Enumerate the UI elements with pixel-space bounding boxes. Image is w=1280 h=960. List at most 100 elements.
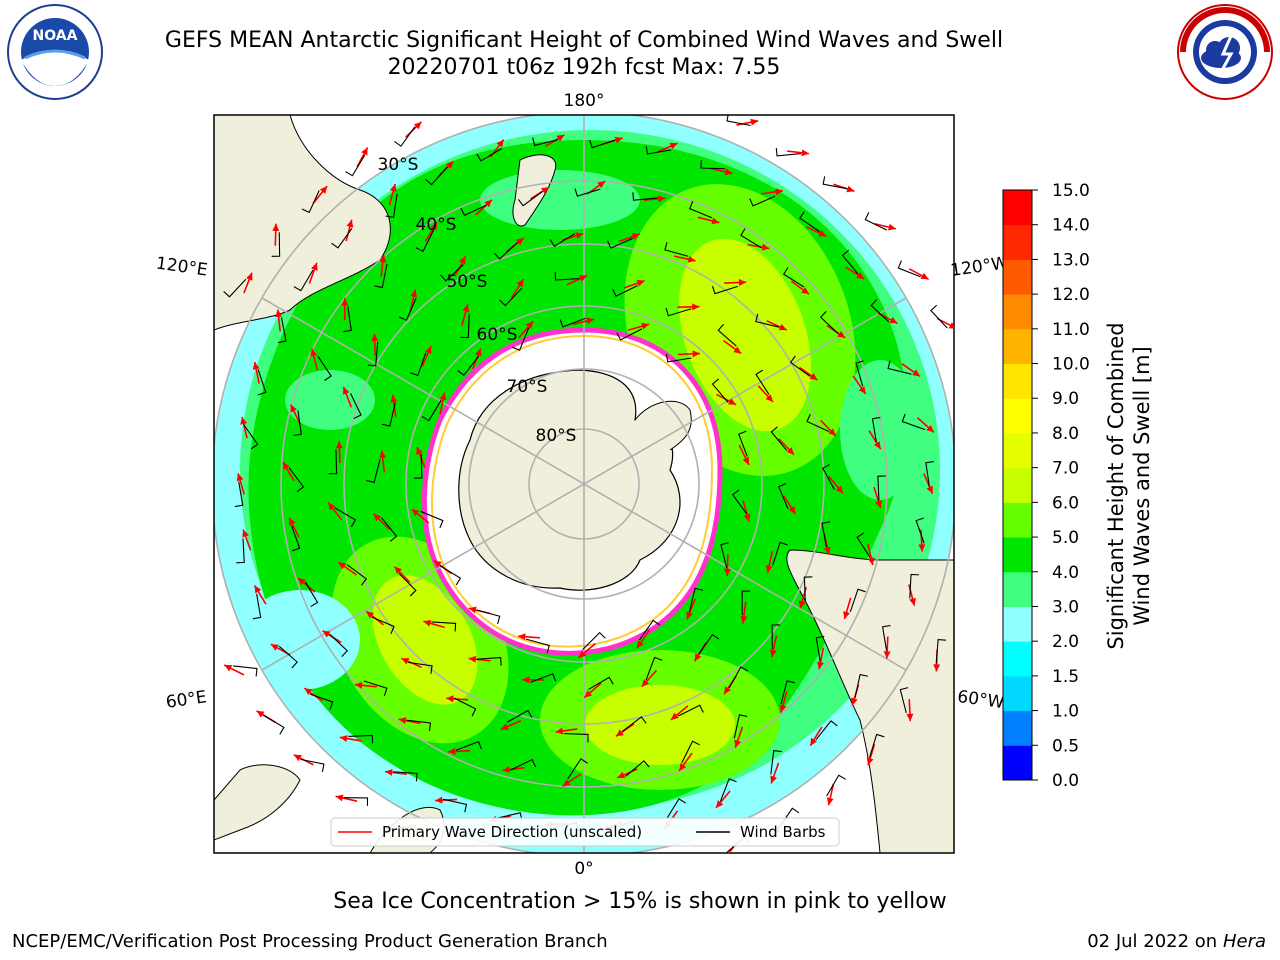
wave-arrow-head xyxy=(394,566,402,575)
wave-arrow-head xyxy=(867,557,875,566)
wave-arrow-head xyxy=(575,232,584,240)
noaa-logo-text: NOAA xyxy=(33,28,78,44)
wind-barb xyxy=(589,139,616,149)
wind-barb xyxy=(616,328,643,341)
lat-label-40s: 40°S xyxy=(416,215,457,235)
wind-barb xyxy=(855,360,864,387)
wind-barb xyxy=(476,609,501,625)
wave-arrow-head xyxy=(342,386,350,395)
wave-arrow-head xyxy=(687,255,696,263)
colorbar-tick-label: 7.0 xyxy=(1052,459,1079,479)
wave-arrow-head xyxy=(410,289,418,298)
wave-arrow-head xyxy=(694,653,702,662)
wind-barb xyxy=(476,148,502,162)
wave-arrow-head xyxy=(389,183,397,192)
colorbar-swatch xyxy=(1003,641,1032,677)
wind-barb xyxy=(334,507,357,528)
wind-barb xyxy=(367,341,379,367)
wave-arrow-head xyxy=(502,766,511,773)
wave-arrow-head xyxy=(562,779,571,787)
wind-barb xyxy=(381,402,396,427)
colorbar-tick-label: 6.0 xyxy=(1052,493,1079,513)
wind-barb xyxy=(525,638,550,654)
wave-arrow-head xyxy=(765,564,773,573)
wave-arrow-head xyxy=(670,712,679,720)
wind-barb xyxy=(815,720,838,741)
wind-barb xyxy=(234,481,244,508)
wave-arrow-head xyxy=(424,346,432,355)
wind-barb xyxy=(881,624,891,651)
wind-barb xyxy=(346,564,368,586)
wind-barb xyxy=(421,399,442,422)
wind-barb xyxy=(278,317,287,344)
wind-barb xyxy=(887,360,912,375)
wind-barb xyxy=(625,760,650,777)
wave-arrow-head xyxy=(617,771,626,779)
colorbar-tick-label: 4.0 xyxy=(1052,563,1079,583)
wind-barb xyxy=(771,624,781,650)
wind-barb xyxy=(559,317,586,328)
colorbar-swatch xyxy=(1003,745,1032,781)
wind-barb xyxy=(871,416,881,443)
colorbar-tick-label: 9.0 xyxy=(1052,389,1079,409)
wind-barb xyxy=(719,778,737,802)
wave-arrow-head xyxy=(311,262,318,271)
wind-barb xyxy=(772,541,788,566)
wave-arrow-head xyxy=(856,272,865,279)
wind-barb xyxy=(755,313,780,328)
wind-barb xyxy=(607,237,633,249)
wind-barb xyxy=(645,146,672,155)
wind-barb xyxy=(442,798,468,813)
wave-arrow-head xyxy=(692,303,700,311)
wind-barb xyxy=(301,190,320,214)
wave-arrow-head xyxy=(462,304,470,313)
wind-barb xyxy=(567,758,588,780)
wind-barb xyxy=(243,424,259,450)
wave-arrow-head xyxy=(401,658,410,665)
wave-arrow-head xyxy=(734,739,741,748)
wind-barb xyxy=(864,212,888,231)
wave-arrow-head xyxy=(636,279,645,287)
wave-arrow-head xyxy=(500,723,509,730)
colorbar-tick-label: 0.5 xyxy=(1052,736,1079,756)
wind-barb xyxy=(688,201,713,219)
wind-barb xyxy=(398,573,417,597)
wind-barb xyxy=(363,680,388,697)
wind-barb xyxy=(345,154,366,177)
lat-label-80s: 80°S xyxy=(536,426,577,446)
wind-barb xyxy=(317,355,332,381)
wave-arrow-head xyxy=(873,441,881,450)
wave-arrow-head xyxy=(810,737,818,746)
wind-barb xyxy=(775,147,802,157)
colorbar-tick-label: 13.0 xyxy=(1052,250,1090,270)
wave-arrow-head xyxy=(584,690,593,698)
wind-barb xyxy=(738,430,748,457)
wave-arrow-head xyxy=(224,665,233,672)
wave-arrow-head xyxy=(818,230,827,237)
wind-barb xyxy=(415,229,435,253)
wave-arrow-head xyxy=(788,506,796,515)
wind-barb xyxy=(925,461,934,487)
wave-arrow-head xyxy=(338,562,347,570)
wave-arrow-head xyxy=(236,473,244,482)
wind-barb xyxy=(291,525,301,552)
wind-barb xyxy=(380,517,398,542)
wave-arrow-head xyxy=(641,322,650,330)
wave-arrow-head xyxy=(823,546,831,555)
wind-barb xyxy=(263,714,285,735)
wind-barb xyxy=(901,413,926,431)
wind-barb xyxy=(439,565,462,586)
wave-arrow-head xyxy=(883,651,891,659)
wave-arrow-head xyxy=(411,509,420,517)
wind-barb xyxy=(460,204,487,217)
colorbar-swatch xyxy=(1003,328,1032,365)
wind-barb xyxy=(343,797,369,806)
colorbar-swatch xyxy=(1003,537,1032,573)
wave-arrow-head xyxy=(240,416,248,425)
colorbar-label-line2: Wind Waves and Swell [m] xyxy=(1130,346,1154,626)
wave-arrow-head xyxy=(385,769,393,776)
wind-barb xyxy=(770,749,782,775)
colorbar-tick-label: 10.0 xyxy=(1052,355,1090,375)
wave-arrow-head xyxy=(786,447,795,455)
wind-barb xyxy=(393,771,418,782)
